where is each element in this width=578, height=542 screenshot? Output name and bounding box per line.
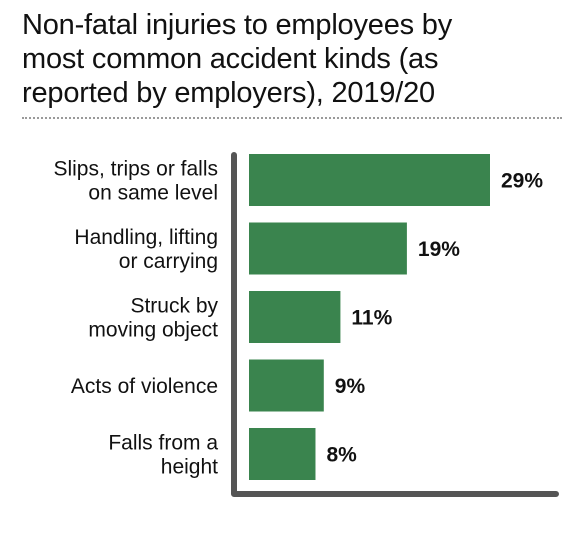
- value-label: 11%: [351, 307, 392, 330]
- category-label-line: or carrying: [119, 250, 218, 273]
- title-divider: [22, 117, 562, 119]
- bar: [249, 222, 407, 275]
- bar: [249, 428, 316, 480]
- category-label-line: Struck by: [130, 295, 218, 318]
- axes-group: [231, 152, 559, 497]
- category-label-line: Slips, trips or falls: [53, 158, 218, 181]
- bar: [249, 154, 490, 206]
- bar: [249, 359, 324, 412]
- category-labels-group: Slips, trips or falls on same level Handli…: [53, 158, 218, 479]
- bar: [249, 291, 341, 343]
- value-label: 8%: [326, 444, 357, 467]
- chart-title-line: Non-fatal injuries to employees by: [22, 9, 453, 41]
- category-label-line: Acts of violence: [71, 375, 218, 398]
- category-label: Struck by moving object: [88, 295, 218, 342]
- category-label: Falls from a height: [108, 432, 218, 479]
- value-label: 29%: [501, 170, 543, 193]
- category-label: Handling, lifting or carrying: [74, 226, 218, 273]
- axis-line: [231, 152, 559, 497]
- chart-title-line: most common accident kinds (as: [22, 43, 439, 75]
- value-label: 19%: [418, 238, 460, 261]
- category-label-line: moving object: [88, 319, 218, 342]
- category-label-line: on same level: [88, 182, 218, 205]
- chart-title: Non-fatal injuries to employees by most …: [22, 8, 562, 110]
- category-label: Slips, trips or falls on same level: [53, 158, 218, 205]
- chart-title-line: reported by employers), 2019/20: [22, 77, 435, 109]
- category-label-line: Falls from a: [108, 432, 218, 455]
- category-label-line: height: [161, 456, 218, 479]
- category-label: Acts of violence: [71, 375, 218, 398]
- value-labels-group: 29% 19% 11% 9% 8%: [326, 170, 543, 467]
- value-label: 9%: [335, 375, 366, 398]
- bars-group: [249, 154, 490, 480]
- category-label-line: Handling, lifting: [74, 226, 218, 249]
